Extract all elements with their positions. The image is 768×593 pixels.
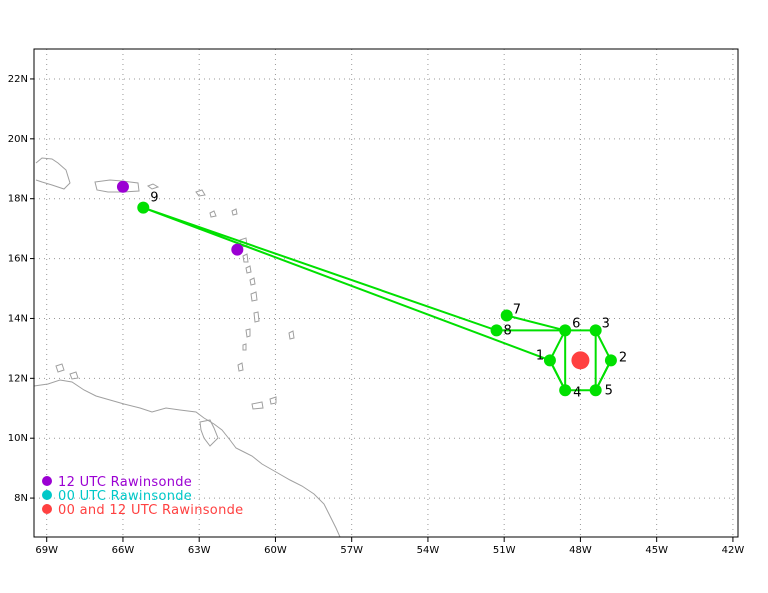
lat-tick-label: 18N xyxy=(8,194,28,205)
lon-tick-label: 54W xyxy=(417,545,440,556)
flight-points: 1 2 3 4 5 6 78 9 xyxy=(137,191,627,400)
flight-point xyxy=(137,201,150,214)
flight-point-label: 3 xyxy=(602,316,610,331)
lon-tick-label: 51W xyxy=(493,545,516,556)
flight-point-label: 6 xyxy=(572,316,580,331)
lon-tick-label: 63W xyxy=(188,545,211,556)
rawinsonde-stations xyxy=(116,180,590,370)
flight-point xyxy=(500,309,513,322)
lon-tick-label: 69W xyxy=(35,545,58,556)
flight-point-label: 9 xyxy=(150,191,158,206)
lat-tick-label: 20N xyxy=(8,134,28,145)
legend-label: 00 and 12 UTC Rawinsonde xyxy=(58,503,243,518)
legend-marker xyxy=(42,504,52,514)
flight-point xyxy=(559,324,572,337)
lon-tick-label: 60W xyxy=(264,545,287,556)
lat-tick-label: 10N xyxy=(8,433,28,444)
track-line xyxy=(506,314,566,332)
legend-label: 00 UTC Rawinsonde xyxy=(58,489,192,504)
rawinsonde-station xyxy=(571,351,590,370)
map-frame xyxy=(33,48,739,538)
legend-marker xyxy=(42,490,52,500)
flight-point-label: 2 xyxy=(619,350,627,365)
lon-tick-label: 66W xyxy=(112,545,135,556)
lat-tick-label: 16N xyxy=(8,254,28,265)
flight-point-label: 8 xyxy=(504,323,512,338)
flight-point xyxy=(589,324,602,337)
rawinsonde-station xyxy=(116,180,129,193)
flight-point-label: 1 xyxy=(536,348,544,363)
lon-tick-label: 42W xyxy=(722,545,745,556)
lat-tick-label: 22N xyxy=(8,74,28,85)
coastlines xyxy=(34,157,341,537)
legend-label: 12 UTC Rawinsonde xyxy=(58,475,192,490)
track-line xyxy=(549,329,567,391)
lon-tick-label: 45W xyxy=(645,545,668,556)
lat-tick-label: 12N xyxy=(8,373,28,384)
flight-point xyxy=(559,384,572,397)
lon-tick-label: 48W xyxy=(569,545,592,556)
flight-point-label: 7 xyxy=(513,302,521,317)
flight-point-label: 4 xyxy=(573,385,581,400)
flight-point xyxy=(543,354,556,367)
flight-point xyxy=(604,354,617,367)
rawinsonde-station xyxy=(231,243,244,256)
lon-tick-label: 57W xyxy=(340,545,363,556)
lat-tick-label: 14N xyxy=(8,313,28,324)
lat-tick-label: 8N xyxy=(14,493,28,504)
flight-point xyxy=(490,324,503,337)
flight-point-label: 5 xyxy=(605,383,613,398)
legend-marker xyxy=(42,476,52,486)
map-axes: 69W 66W 63W 60W 57W 54W 51W 48W 45W 42W8N10N12N14… xyxy=(8,74,745,556)
flight-point xyxy=(589,384,602,397)
